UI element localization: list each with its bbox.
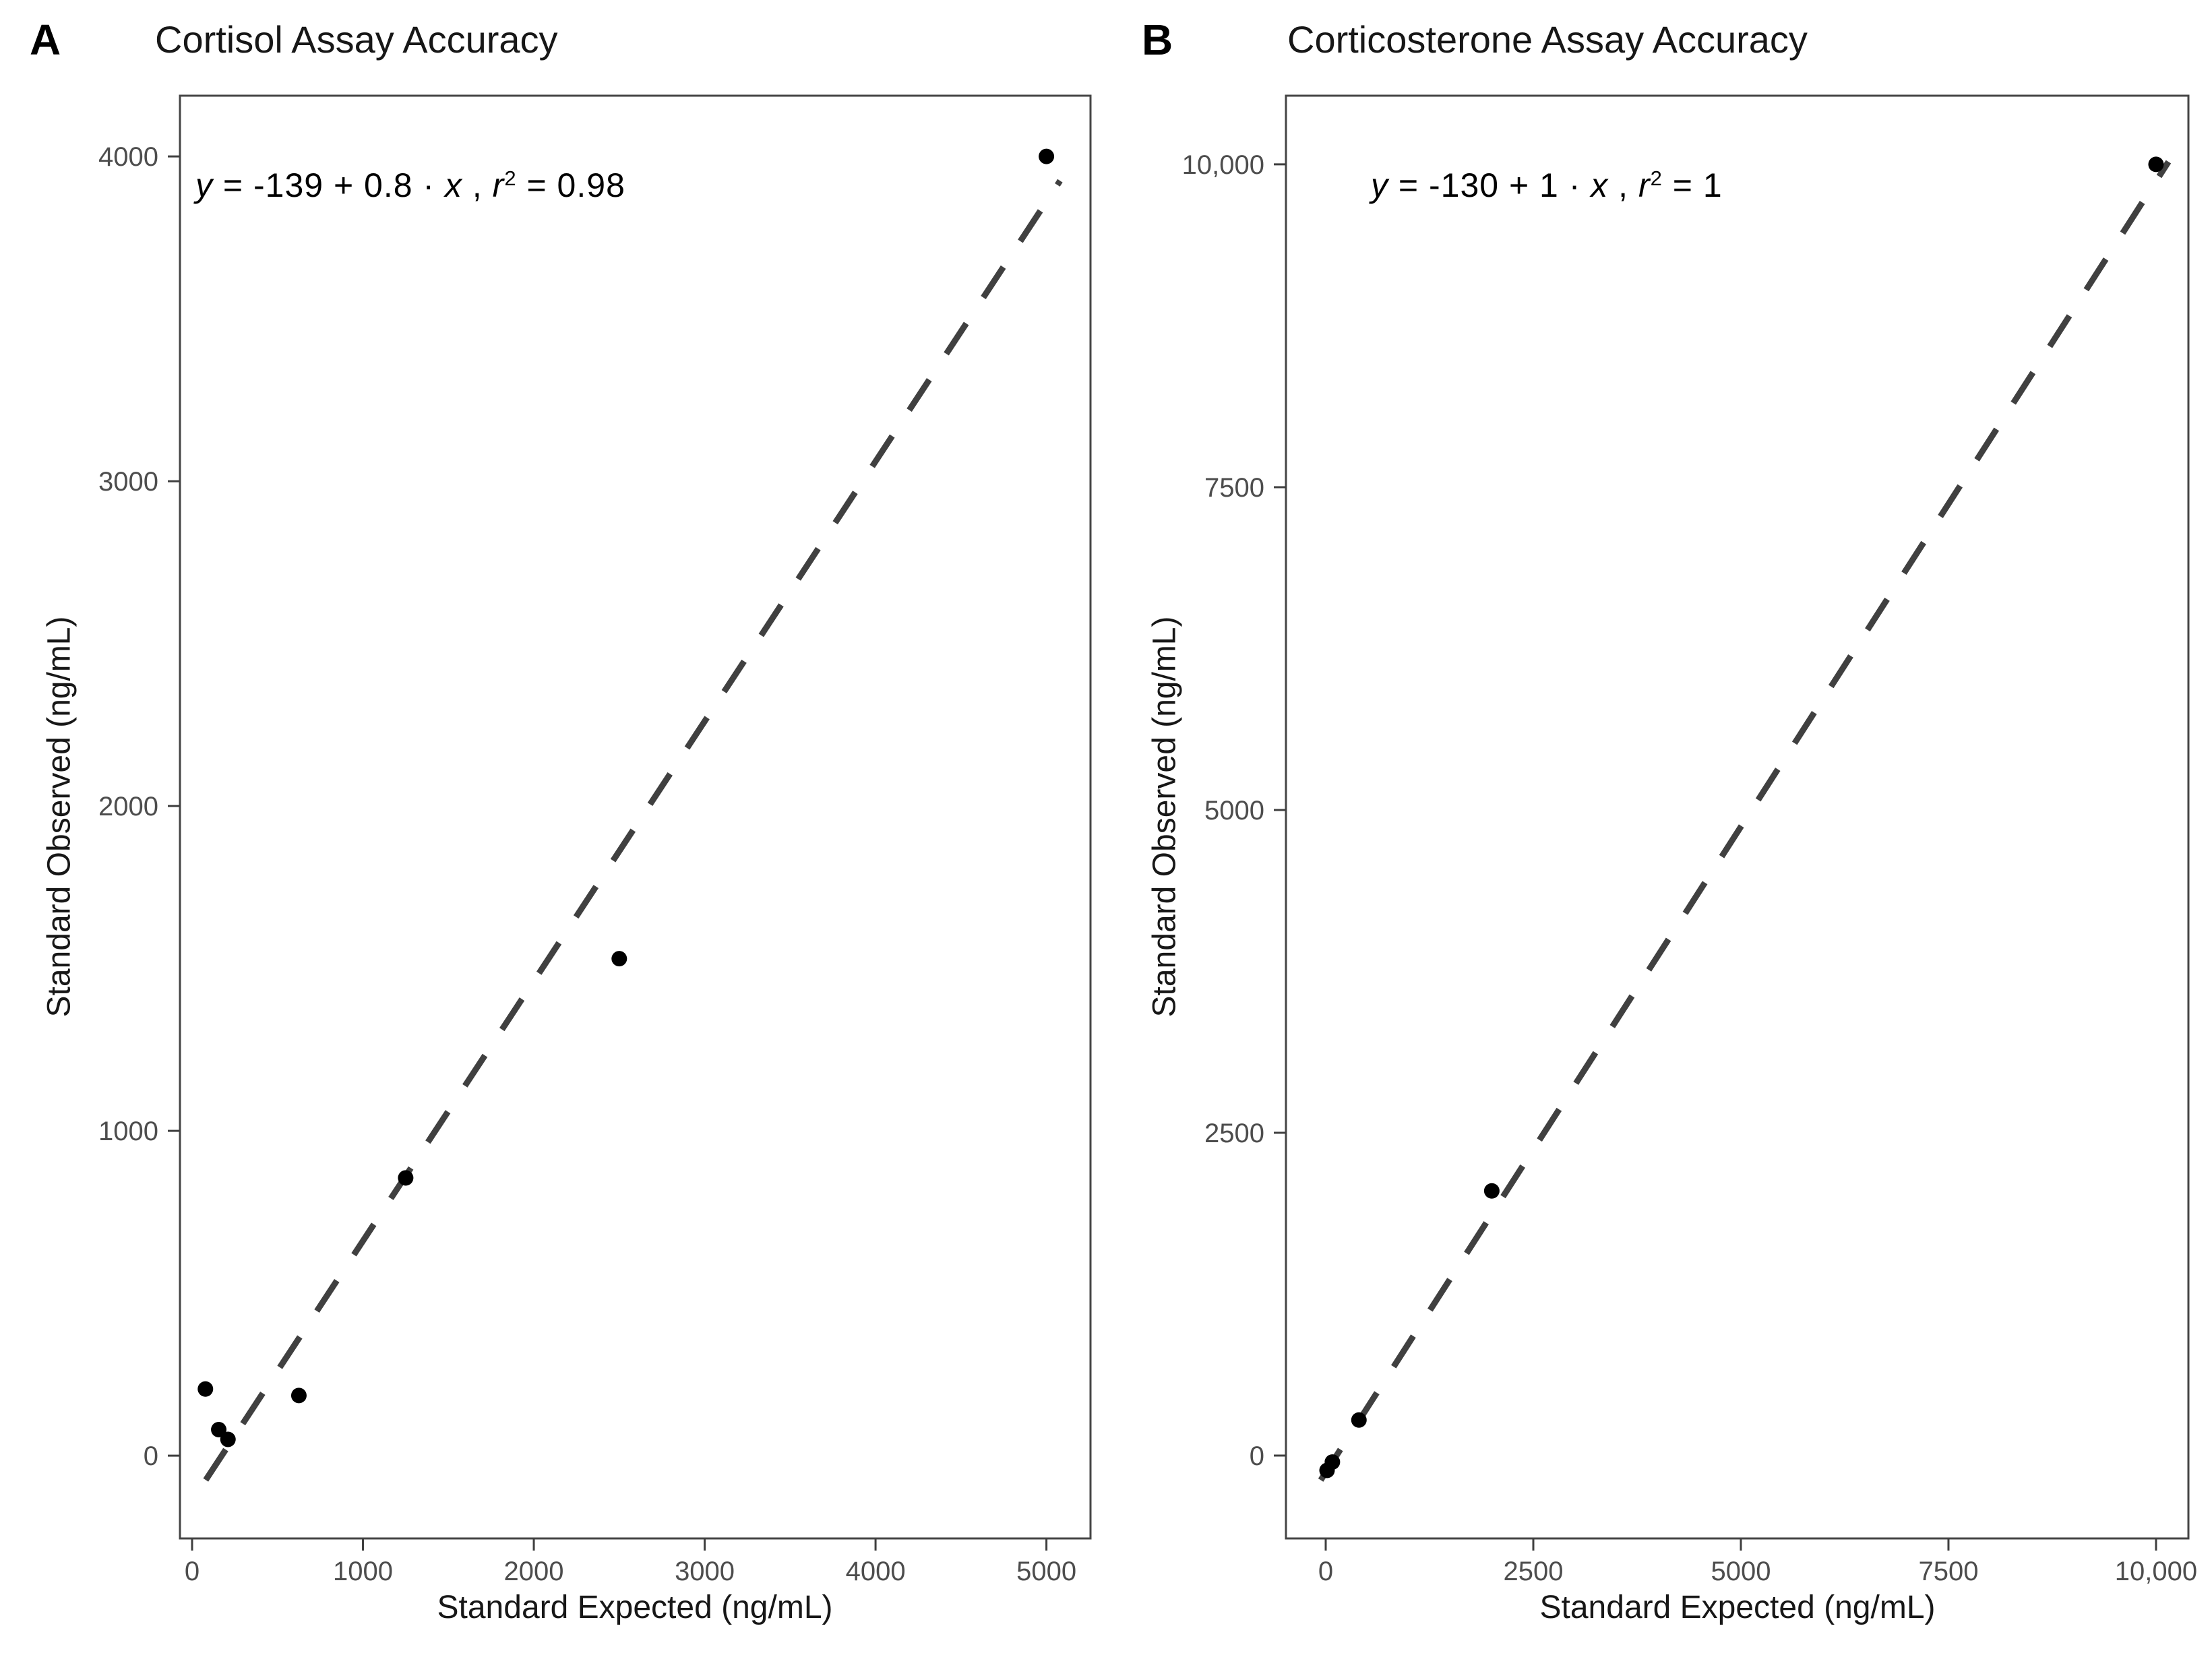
eq-a-y: y xyxy=(195,166,213,204)
x-tick-label-a: 3000 xyxy=(675,1557,735,1586)
y-tick-label-a: 3000 xyxy=(98,467,158,497)
x-axis-title-a: Standard Expected (ng/mL) xyxy=(437,1590,833,1625)
data-point-a xyxy=(220,1431,236,1447)
plot-title-b: Corticosterone Assay Accuracy xyxy=(1287,18,1808,61)
x-axis-title-b: Standard Expected (ng/mL) xyxy=(1539,1590,1936,1625)
y-tick-label-b: 0 xyxy=(1250,1441,1264,1471)
data-point-b xyxy=(2148,156,2164,173)
x-tick-label-a: 0 xyxy=(185,1557,199,1586)
eq-b-tail: = 1 xyxy=(1662,166,1723,204)
data-point-b xyxy=(1351,1412,1367,1428)
eq-b-r: r xyxy=(1638,166,1651,204)
x-tick-label-b: 10,000 xyxy=(2115,1557,2197,1586)
y-tick-label-a: 0 xyxy=(144,1441,158,1471)
y-tick-label-b: 5000 xyxy=(1204,796,1264,825)
x-tick-label-b: 7500 xyxy=(1918,1557,1978,1586)
y-tick-label-a: 4000 xyxy=(98,142,158,172)
x-tick-label-a: 4000 xyxy=(846,1557,906,1586)
panel-label-b: B xyxy=(1142,15,1173,64)
eq-b-body: = -130 + 1 · xyxy=(1388,166,1591,204)
eq-a-power: 2 xyxy=(504,166,517,190)
eq-a-tail: = 0.98 xyxy=(516,166,625,204)
x-tick-label-a: 1000 xyxy=(333,1557,393,1586)
data-point-a xyxy=(197,1381,214,1397)
plot-title-a: Cortisol Assay Accuracy xyxy=(155,18,558,61)
y-tick-label-a: 2000 xyxy=(98,792,158,821)
regression-equation-b: y = -130 + 1 · x , r2 = 1 xyxy=(1371,166,1723,205)
regression-line-b xyxy=(1318,160,2172,1482)
regression-equation-a: y = -139 + 0.8 · x , r2 = 0.98 xyxy=(195,166,625,205)
data-point-a xyxy=(611,951,627,967)
x-tick-label-b: 0 xyxy=(1318,1557,1333,1586)
y-tick-label-b: 2500 xyxy=(1204,1119,1264,1148)
y-tick-label-a: 1000 xyxy=(98,1117,158,1146)
eq-b-x: x xyxy=(1591,166,1609,204)
eq-a-x: x xyxy=(444,166,462,204)
data-point-a xyxy=(211,1422,227,1438)
eq-a-sep: , xyxy=(462,166,493,204)
y-axis-title-a: Standard Observed (ng/mL) xyxy=(41,616,78,1018)
eq-b-power: 2 xyxy=(1650,166,1663,190)
data-point-a xyxy=(1039,148,1055,164)
x-tick-label-a: 5000 xyxy=(1016,1557,1076,1586)
panel-border-b xyxy=(1285,94,2190,1540)
data-point-b xyxy=(1324,1454,1341,1470)
eq-a-body: = -139 + 0.8 · xyxy=(213,166,445,204)
x-tick-label-b: 5000 xyxy=(1711,1557,1771,1586)
y-tick-label-b: 7500 xyxy=(1204,473,1264,503)
data-point-a xyxy=(398,1170,414,1186)
eq-a-r: r xyxy=(492,166,505,204)
x-tick-label-b: 2500 xyxy=(1504,1557,1564,1586)
x-tick-label-a: 2000 xyxy=(504,1557,564,1586)
data-point-b xyxy=(1483,1183,1500,1199)
eq-b-y: y xyxy=(1371,166,1388,204)
eq-b-sep: , xyxy=(1608,166,1638,204)
panel-border-a xyxy=(179,94,1092,1540)
regression-line-a xyxy=(203,179,1063,1482)
y-tick-label-b: 10,000 xyxy=(1182,150,1264,180)
panel-label-a: A xyxy=(30,15,61,64)
y-axis-title-b: Standard Observed (ng/mL) xyxy=(1146,616,1183,1018)
data-point-a xyxy=(290,1387,307,1404)
